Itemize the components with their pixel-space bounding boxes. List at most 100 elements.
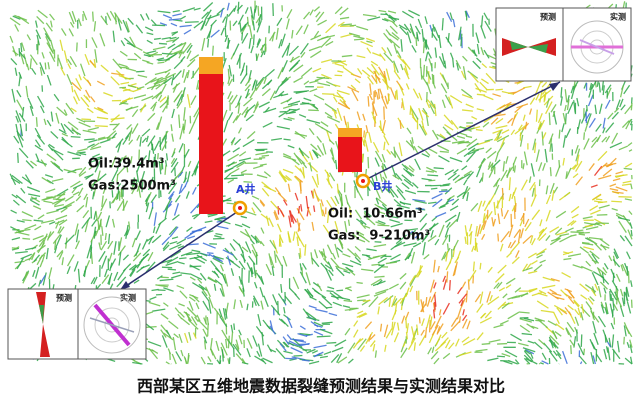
- fracture-stroke: [257, 343, 263, 357]
- fracture-stroke: [46, 209, 59, 215]
- fracture-stroke: [438, 56, 446, 68]
- fracture-stroke: [555, 235, 562, 241]
- fracture-stroke: [306, 119, 321, 124]
- fracture-stroke: [393, 146, 397, 158]
- fracture-stroke: [467, 142, 479, 151]
- fracture-stroke: [423, 253, 430, 260]
- fracture-stroke: [465, 135, 473, 139]
- fracture-stroke: [76, 204, 85, 213]
- fracture-stroke: [170, 124, 173, 132]
- fracture-stroke: [417, 145, 425, 152]
- fracture-stroke: [10, 58, 18, 66]
- fracture-stroke: [136, 70, 145, 73]
- fracture-stroke: [453, 168, 459, 174]
- fracture-stroke: [66, 266, 71, 275]
- fracture-stroke: [232, 343, 242, 356]
- fracture-stroke: [535, 109, 538, 122]
- fracture-stroke: [74, 168, 83, 171]
- fracture-stroke: [130, 83, 137, 87]
- fracture-stroke: [172, 9, 180, 13]
- fracture-stroke: [271, 137, 282, 141]
- fracture-stroke: [397, 54, 407, 66]
- fracture-stroke: [322, 93, 335, 95]
- fracture-stroke: [356, 55, 366, 59]
- fracture-stroke: [214, 235, 222, 238]
- fracture-stroke: [9, 173, 17, 186]
- fracture-stroke: [613, 248, 620, 259]
- fracture-stroke: [58, 226, 65, 234]
- fracture-stroke: [17, 134, 24, 148]
- fracture-stroke: [452, 174, 460, 181]
- fracture-stroke: [159, 22, 168, 26]
- fracture-stroke: [94, 125, 108, 128]
- fracture-stroke: [495, 125, 508, 129]
- fracture-stroke: [595, 198, 603, 201]
- fracture-stroke: [260, 50, 265, 58]
- fracture-stroke: [261, 154, 270, 157]
- fracture-stroke: [112, 30, 116, 43]
- fracture-stroke: [15, 110, 22, 123]
- fracture-stroke: [164, 68, 171, 74]
- fracture-stroke: [356, 230, 365, 236]
- fracture-stroke: [461, 93, 474, 100]
- fracture-stroke: [334, 6, 343, 15]
- fracture-stroke: [575, 148, 581, 162]
- fracture-stroke: [466, 138, 478, 148]
- fracture-stroke: [13, 246, 20, 251]
- fracture-stroke: [627, 229, 633, 240]
- fracture-stroke: [629, 222, 633, 229]
- fracture-stroke: [519, 134, 524, 147]
- fracture-stroke: [67, 121, 79, 131]
- fracture-stroke: [582, 215, 593, 220]
- fracture-stroke: [58, 219, 68, 226]
- fracture-stroke: [456, 191, 466, 198]
- fracture-stroke: [269, 31, 276, 42]
- fracture-stroke: [254, 80, 258, 90]
- fracture-stroke: [630, 280, 633, 287]
- fracture-stroke: [116, 188, 120, 200]
- fracture-stroke: [396, 50, 402, 59]
- fracture-stroke: [418, 123, 427, 136]
- fracture-stroke: [72, 191, 80, 196]
- fracture-stroke: [624, 291, 629, 302]
- fracture-stroke: [479, 81, 488, 91]
- fracture-stroke: [45, 188, 56, 194]
- fracture-stroke: [440, 83, 448, 94]
- fracture-stroke: [98, 242, 102, 250]
- fracture-stroke: [342, 253, 351, 258]
- fracture-stroke: [278, 171, 287, 183]
- fracture-stroke: [204, 14, 212, 27]
- fracture-stroke: [396, 89, 399, 100]
- fracture-stroke: [316, 145, 325, 156]
- fracture-stroke: [377, 88, 381, 99]
- fracture-stroke: [433, 103, 437, 117]
- fracture-stroke: [283, 341, 290, 348]
- fracture-stroke: [614, 294, 623, 308]
- fracture-stroke: [65, 102, 75, 115]
- fracture-stroke: [524, 121, 528, 130]
- fracture-stroke: [456, 147, 467, 155]
- fracture-stroke: [429, 104, 436, 115]
- fracture-stroke: [571, 213, 579, 219]
- fracture-stroke: [230, 138, 235, 146]
- fracture-stroke: [118, 74, 131, 81]
- fracture-stroke: [571, 164, 577, 170]
- fracture-stroke: [260, 358, 267, 365]
- fracture-stroke: [292, 276, 300, 290]
- fracture-stroke: [197, 319, 209, 331]
- fracture-stroke: [254, 5, 258, 12]
- fracture-stroke: [511, 295, 521, 299]
- fracture-stroke: [529, 181, 536, 191]
- fracture-stroke: [263, 68, 275, 79]
- fracture-stroke: [580, 113, 587, 124]
- fracture-stroke: [109, 180, 115, 189]
- fracture-stroke: [129, 268, 136, 278]
- fracture-stroke: [594, 218, 606, 226]
- fracture-stroke: [375, 197, 380, 205]
- fracture-stroke: [441, 18, 444, 31]
- fracture-stroke: [287, 232, 292, 243]
- fracture-stroke: [350, 84, 357, 90]
- fracture-stroke: [385, 77, 389, 90]
- fracture-stroke: [238, 157, 252, 162]
- fracture-stroke: [30, 67, 37, 75]
